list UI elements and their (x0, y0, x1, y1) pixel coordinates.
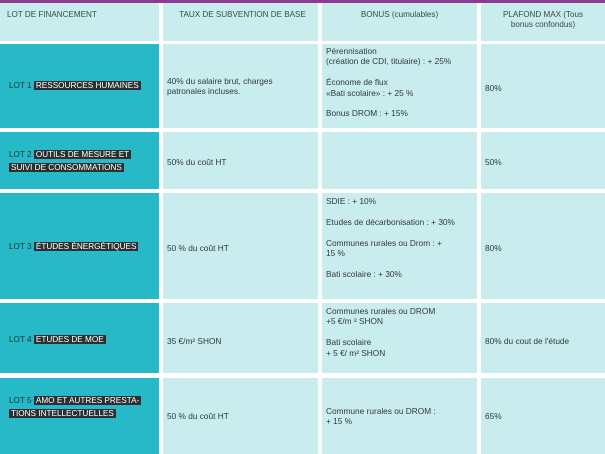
accent-bar (0, 0, 605, 3)
lot-3-base-rate: 50 % du coût HT (167, 243, 229, 253)
lot-5-bonus-cell: Commune rurales ou DROM : + 15 % (322, 378, 477, 454)
lot-5-title-line-2: TIONS INTELLECTUELLES (9, 408, 116, 418)
lot-3-cell: LOT 3 ÉTUDES ÉNERGÉTIQUES (0, 193, 159, 299)
lot-3-ceiling: 80% (485, 243, 502, 253)
lot-1-title: RESSOURCES HUMAINES (33, 81, 141, 90)
lot-1-ceiling-cell: 80% (481, 44, 605, 128)
header-plafond-max: PLAFOND MAX (Tous bonus confondus) (481, 3, 605, 41)
lot-1-base-rate-cell: 40% du salaire brut, charges patronales … (163, 44, 318, 128)
lot-5-base-rate-cell: 50 % du coût HT (163, 378, 318, 454)
lot-1-base-rate: 40% du salaire brut, charges patronales … (167, 76, 273, 97)
lot-1-ceiling: 80% (485, 83, 502, 93)
lot-5-bonus: Commune rurales ou DROM : + 15 % (326, 406, 436, 427)
lot-3-base-rate-cell: 50 % du coût HT (163, 193, 318, 299)
lot-4-prefix: LOT 4 (9, 335, 34, 344)
lot-1-label: LOT 1 RESSOURCES HUMAINES (9, 80, 141, 93)
lot-4-bonus: Communes rurales ou DROM +5 €/m ² SHON B… (326, 306, 436, 358)
header-taux-de-subvention: TAUX DE SUBVENTION DE BASE (163, 3, 318, 41)
lot-5-base-rate: 50 % du coût HT (167, 411, 229, 421)
lot-2-cell: LOT 2 OUTILS DE MESURE ET SUIVI DE CONSO… (0, 132, 159, 189)
lot-3-prefix: LOT 3 (9, 242, 34, 251)
lot-3-label: LOT 3 ÉTUDES ÉNERGÉTIQUES (9, 241, 139, 254)
lot-5-cell: LOT 5 AMO ET AUTRES PRESTA- TIONS INTELL… (0, 378, 159, 454)
lot-5-title-line-1: AMO ET AUTRES PRESTA- (33, 396, 142, 405)
lot-1-bonus: Pérennisation (création de CDI, titulair… (326, 46, 452, 119)
lot-1-prefix: LOT 1 (9, 81, 34, 90)
lot-4-label: LOT 4 ETUDES DE MOE (9, 334, 106, 347)
lot-4-ceiling: 80% du cout de l'étude (485, 336, 570, 346)
lot-5-ceiling: 65% (485, 411, 502, 421)
lot-1-bonus-cell: Pérennisation (création de CDI, titulair… (322, 44, 477, 128)
lot-4-bonus-cell: Communes rurales ou DROM +5 €/m ² SHON B… (322, 303, 477, 373)
lot-2-prefix: LOT 2 (9, 150, 34, 159)
header-bonus: BONUS (cumulables) (322, 3, 477, 41)
lot-3-bonus: SDIE : + 10% Etudes de décarbonisation :… (326, 196, 455, 279)
lot-2-title-line-1: OUTILS DE MESURE ET (33, 150, 132, 159)
lot-4-base-rate: 35 €/m² SHON (167, 336, 222, 346)
lot-2-title-line-2: SUIVI DE CONSOMMATIONS (9, 162, 124, 172)
header-lot-de-financement: LOT DE FINANCEMENT (0, 3, 159, 41)
lot-2-base-rate-cell: 50% du coût HT (163, 132, 318, 189)
lot-2-label: LOT 2 OUTILS DE MESURE ET SUIVI DE CONSO… (9, 149, 132, 174)
lot-2-bonus-cell (322, 132, 477, 189)
lot-4-title: ETUDES DE MOE (33, 335, 106, 344)
lot-2-ceiling-cell: 50% (481, 132, 605, 189)
lot-4-cell: LOT 4 ETUDES DE MOE (0, 303, 159, 373)
lot-4-ceiling-cell: 80% du cout de l'étude (481, 303, 605, 373)
lot-4-base-rate-cell: 35 €/m² SHON (163, 303, 318, 373)
lot-1-cell: LOT 1 RESSOURCES HUMAINES (0, 44, 159, 128)
lot-5-label: LOT 5 AMO ET AUTRES PRESTA- TIONS INTELL… (9, 395, 142, 420)
lot-5-ceiling-cell: 65% (481, 378, 605, 454)
lot-5-prefix: LOT 5 (9, 396, 34, 405)
lot-3-ceiling-cell: 80% (481, 193, 605, 299)
lot-2-ceiling: 50% (485, 157, 502, 167)
lot-3-bonus-cell: SDIE : + 10% Etudes de décarbonisation :… (322, 193, 477, 299)
lot-2-base-rate: 50% du coût HT (167, 157, 227, 167)
lot-3-title: ÉTUDES ÉNERGÉTIQUES (33, 242, 139, 251)
